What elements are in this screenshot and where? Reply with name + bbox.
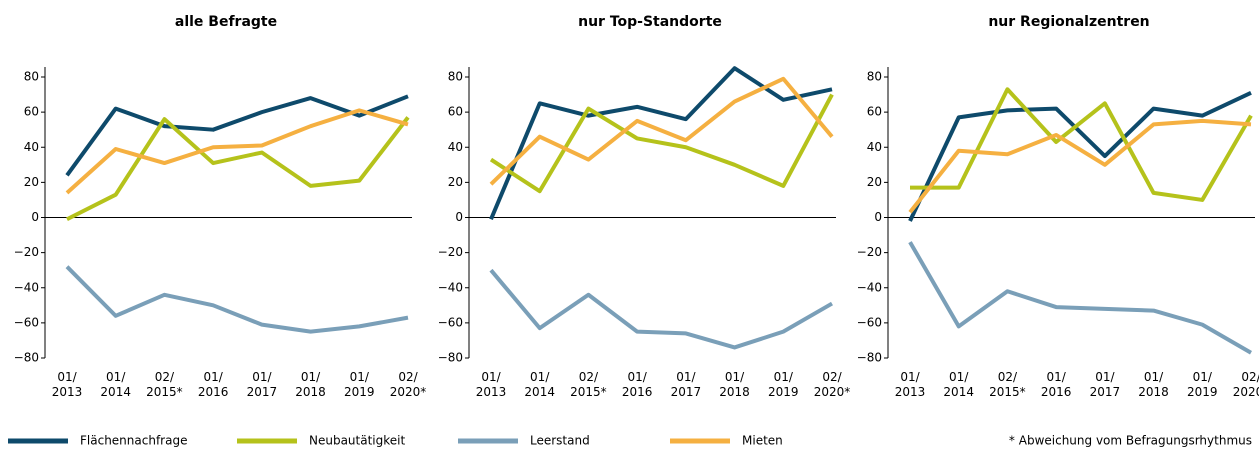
x-tick-label: 01/ 2018 bbox=[719, 370, 750, 399]
x-tick-label: 01/ 2013 bbox=[475, 370, 507, 399]
series-line bbox=[489, 268, 833, 350]
y-tick-label: 60 bbox=[24, 105, 39, 119]
x-tick-label: 02/ 2015* bbox=[570, 370, 607, 399]
x-tick-label: 01/ 2013 bbox=[51, 370, 83, 399]
footnote: * Abweichung vom Befragungsrhythmus bbox=[1009, 434, 1252, 448]
y-tick-label: −40 bbox=[857, 280, 882, 294]
x-tick-label: 01/ 2019 bbox=[1187, 370, 1218, 399]
x-tick-label: 01/ 2019 bbox=[344, 370, 375, 399]
y-tick-label: −40 bbox=[14, 280, 39, 294]
series-line bbox=[908, 241, 1252, 355]
x-tick-label: 01/ 2019 bbox=[768, 370, 799, 399]
series-line bbox=[908, 118, 1252, 214]
y-tick-label: 60 bbox=[448, 105, 463, 119]
y-tick-label: 40 bbox=[448, 140, 463, 154]
series-line bbox=[908, 90, 1252, 222]
legend-label: Flächennachfrage bbox=[80, 434, 187, 448]
series-line bbox=[489, 76, 834, 186]
y-tick-label: 80 bbox=[867, 70, 882, 84]
x-tick-label: 01/ 2016 bbox=[621, 370, 653, 399]
x-tick-label: 01/ 2016 bbox=[1040, 370, 1072, 399]
x-tick-label: 01/ 2018 bbox=[1138, 370, 1169, 399]
y-tick-label: 80 bbox=[448, 70, 463, 84]
y-tick-label: 20 bbox=[867, 175, 882, 189]
y-tick-label: −80 bbox=[14, 351, 39, 365]
y-tick-label: 0 bbox=[31, 210, 39, 224]
x-tick-label: 02/ 2015* bbox=[989, 370, 1026, 399]
chart-title: nur Top-Standorte bbox=[578, 14, 722, 30]
series-line bbox=[489, 66, 833, 221]
x-tick-label: 02/ 2020* bbox=[813, 370, 851, 399]
x-tick-label: 01/ 2014 bbox=[943, 370, 974, 399]
y-tick-label: 0 bbox=[455, 210, 463, 224]
y-tick-label: 80 bbox=[24, 70, 39, 84]
y-tick-label: −80 bbox=[857, 351, 882, 365]
y-tick-label: −60 bbox=[14, 315, 39, 329]
x-tick-label: 01/ 2017 bbox=[670, 370, 702, 399]
y-tick-label: −40 bbox=[438, 280, 463, 294]
chart-title: alle Befragte bbox=[175, 14, 277, 30]
x-tick-label: 01/ 2014 bbox=[100, 370, 131, 399]
legend-label: Neubautätigkeit bbox=[309, 434, 405, 448]
series-line bbox=[66, 116, 410, 222]
x-tick-label: 01/ 2017 bbox=[246, 370, 278, 399]
y-tick-label: 20 bbox=[24, 175, 39, 189]
series-line bbox=[65, 265, 409, 334]
series-line bbox=[65, 94, 409, 177]
y-tick-label: −20 bbox=[438, 245, 463, 259]
y-tick-label: 40 bbox=[867, 140, 882, 154]
y-tick-label: 60 bbox=[867, 105, 882, 119]
y-tick-label: −80 bbox=[438, 351, 463, 365]
y-tick-label: −60 bbox=[857, 315, 882, 329]
x-tick-label: 01/ 2016 bbox=[197, 370, 229, 399]
y-tick-label: −20 bbox=[857, 245, 882, 259]
legend-label: Mieten bbox=[742, 434, 783, 448]
x-tick-label: 01/ 2018 bbox=[295, 370, 326, 399]
series-line bbox=[910, 87, 1253, 202]
y-tick-label: −20 bbox=[14, 245, 39, 259]
x-tick-label: 02/ 2015* bbox=[146, 370, 183, 399]
y-tick-label: 20 bbox=[448, 175, 463, 189]
chart-title: nur Regionalzentren bbox=[988, 14, 1149, 30]
series-line bbox=[489, 93, 834, 194]
y-tick-label: −60 bbox=[438, 315, 463, 329]
x-tick-label: 01/ 2014 bbox=[524, 370, 555, 399]
y-tick-label: 0 bbox=[874, 210, 882, 224]
x-tick-label: 02/ 2020* bbox=[389, 370, 427, 399]
series-line bbox=[65, 108, 409, 195]
y-tick-label: 40 bbox=[24, 140, 39, 154]
x-tick-label: 02/ 2020* bbox=[1232, 370, 1259, 399]
x-tick-label: 01/ 2017 bbox=[1089, 370, 1121, 399]
legend-label: Leerstand bbox=[530, 434, 590, 448]
x-tick-label: 01/ 2013 bbox=[894, 370, 926, 399]
